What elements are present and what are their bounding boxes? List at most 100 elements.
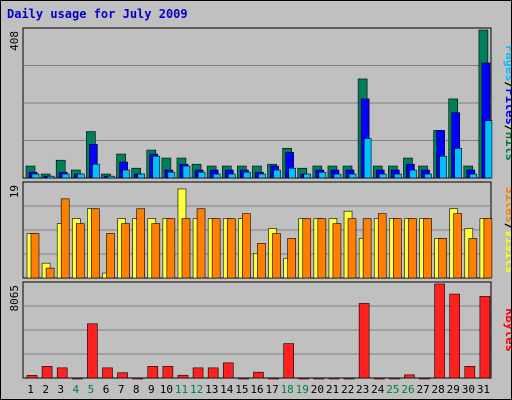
- day-label: 28: [432, 383, 445, 396]
- visits-panel-sites-bar: [75, 223, 85, 279]
- hits-panel-ymax-label: 408: [8, 31, 21, 51]
- kbytes-panel-kbytes-bar: [313, 377, 325, 380]
- kbytes-panel-kbytes-bar: [147, 366, 159, 379]
- hits-panel-pages-bar: [46, 175, 55, 179]
- kbytes-panel-kbytes-bar: [238, 377, 249, 380]
- hits-panel-legend-hits: Hits: [503, 132, 511, 161]
- visits-panel-sites-bar: [226, 218, 236, 279]
- kbytes-panel-kbytes-bar: [449, 293, 461, 379]
- kbytes-panel-legend-kbytes: KBytes: [503, 308, 511, 351]
- visits-panel-sites-bar: [151, 223, 161, 279]
- hits-panel-legend-files: Files: [503, 89, 511, 125]
- visits-panel-sites-bar: [45, 267, 55, 279]
- hits-panel-pages-bar: [92, 163, 100, 179]
- kbytes-panel-kbytes-bar: [298, 377, 310, 380]
- day-label: 12: [190, 383, 203, 396]
- kbytes-panel-kbytes-bar: [464, 366, 476, 379]
- visits-panel-sites-bar: [60, 198, 70, 279]
- day-label: 16: [250, 383, 263, 396]
- day-label: 15: [235, 383, 248, 396]
- visits-panel-sites-bar: [287, 238, 296, 279]
- kbytes-panel-kbytes-bar: [268, 377, 279, 380]
- visits-panel-sites-bar: [393, 218, 402, 279]
- day-label: 7: [118, 383, 125, 396]
- kbytes-panel-kbytes-bar: [343, 377, 355, 380]
- hits-panel-pages-bar: [61, 173, 70, 179]
- hits-panel-legend-separator: /: [503, 125, 511, 132]
- day-label: 4: [73, 383, 80, 396]
- day-label: 9: [148, 383, 155, 396]
- hits-panel-pages-bar: [212, 173, 221, 179]
- visits-panel-sites-bar: [242, 213, 251, 279]
- visits-panel-sites-bar: [317, 218, 327, 279]
- hits-panel-pages-bar: [318, 171, 327, 179]
- day-label: 26: [401, 383, 414, 396]
- kbytes-panel-kbytes-bar: [434, 283, 445, 379]
- visits-panel-sites-bar: [347, 218, 357, 279]
- chart-title: Daily usage for July 2009: [7, 7, 188, 21]
- hits-panel-pages-bar: [363, 138, 372, 179]
- hits-panel-pages-bar: [378, 173, 387, 179]
- day-label: 21: [326, 383, 339, 396]
- day-label: 17: [265, 383, 278, 396]
- hits-panel-pages-bar: [197, 171, 206, 179]
- visits-panel-sites-bar: [453, 213, 463, 279]
- visits-panel-legend-sites: Sites: [503, 187, 511, 223]
- kbytes-panel-kbytes-bar: [283, 343, 294, 379]
- visits-panel-sites-bar: [423, 218, 432, 279]
- visits-panel-sites-bar: [166, 218, 176, 279]
- kbytes-panel-kbytes-bar: [479, 296, 491, 379]
- hits-panel-pages-bar: [76, 173, 85, 179]
- day-label: 27: [416, 383, 429, 396]
- kbytes-panel-kbytes-bar: [162, 366, 174, 379]
- visits-panel-legend-separator: /: [503, 223, 511, 230]
- visits-panel-sites-bar: [106, 233, 115, 279]
- visits-panel-sites-bar: [181, 218, 191, 279]
- visits-panel-legend: Sites/Visits: [503, 187, 511, 274]
- kbytes-panel-kbytes-bar: [132, 377, 143, 380]
- hits-panel-pages-bar: [409, 169, 417, 179]
- hits-panel-pages-bar: [137, 173, 145, 179]
- day-label: 22: [341, 383, 354, 396]
- visits-panel-sites-bar: [30, 233, 40, 279]
- day-label: 20: [311, 383, 324, 396]
- kbytes-panel-kbytes-bar: [207, 367, 219, 379]
- kbytes-panel-kbytes-bar: [192, 367, 204, 379]
- visits-panel-sites-bar: [377, 213, 387, 279]
- hits-panel-legend-pages: Pages: [503, 45, 511, 81]
- visits-panel-sites-bar: [196, 208, 206, 279]
- hits-panel-pages-bar: [31, 173, 40, 179]
- hits-panel-pages-bar: [227, 173, 236, 179]
- hits-panel-pages-bar: [348, 173, 357, 179]
- hits-panel-pages-bar: [333, 173, 342, 179]
- hits-panel-pages-bar: [484, 120, 493, 179]
- day-label: 11: [175, 383, 188, 396]
- day-label: 24: [371, 383, 385, 396]
- kbytes-panel-kbytes-bar: [389, 377, 400, 380]
- hits-panel-pages-bar: [273, 169, 281, 179]
- visits-panel-sites-bar: [257, 243, 266, 279]
- day-label: 31: [477, 383, 490, 396]
- day-label: 6: [103, 383, 110, 396]
- visits-panel-sites-bar: [408, 218, 417, 279]
- visits-panel-sites-bar: [362, 218, 372, 279]
- day-label: 23: [356, 383, 369, 396]
- day-label: 18: [281, 383, 294, 396]
- visits-panel-sites-bar: [136, 208, 145, 279]
- kbytes-panel-kbytes-bar: [328, 377, 340, 380]
- visits-panel-sites-bar: [332, 223, 342, 279]
- hits-panel-pages-bar: [469, 173, 478, 179]
- kbytes-panel-kbytes-bar: [71, 377, 83, 380]
- visits-panel-sites-bar: [272, 233, 281, 279]
- day-label: 30: [462, 383, 475, 396]
- kbytes-panel-kbytes-bar: [102, 367, 113, 379]
- visits-panel-sites-bar: [438, 238, 447, 279]
- hits-panel-pages-bar: [303, 173, 312, 179]
- day-label: 14: [220, 383, 234, 396]
- day-label: 29: [447, 383, 460, 396]
- visits-panel-legend-visits: Visits: [503, 230, 511, 273]
- kbytes-panel-kbytes-bar: [87, 323, 98, 379]
- hits-panel-pages-bar: [243, 171, 251, 179]
- kbytes-panel-kbytes-bar: [177, 374, 189, 379]
